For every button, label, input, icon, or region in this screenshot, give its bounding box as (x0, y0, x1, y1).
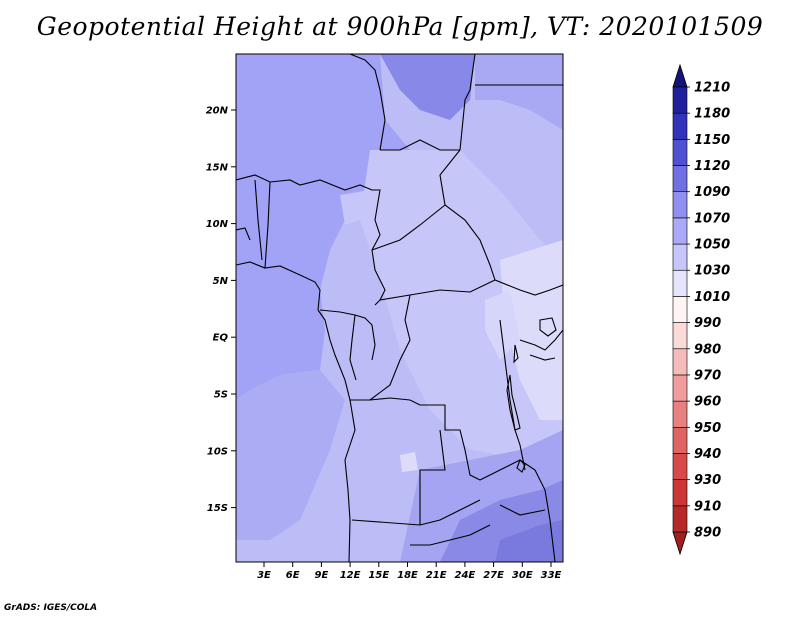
colorbar-label: 960 (694, 395, 721, 410)
grads-credit: GrADS: IGES/COLA (4, 603, 98, 613)
lon-label: 15E (368, 570, 389, 581)
colorbar-label: 1150 (694, 133, 730, 148)
colorbar-box (672, 112, 688, 140)
field-west-high (236, 54, 410, 400)
colorbar-box (672, 426, 688, 454)
colorbar-box (672, 243, 688, 271)
colorbar-label: 930 (694, 473, 721, 488)
colorbar-label: 1010 (694, 290, 730, 305)
lon-label: 12E (340, 570, 361, 581)
colorbar-box (672, 400, 688, 428)
colorbar-label: 1030 (694, 264, 730, 279)
lon-label: 18E (397, 570, 418, 581)
colorbar-box (672, 165, 688, 193)
colorbar-box (672, 139, 688, 166)
lakes (506, 317, 557, 473)
colorbar-box (672, 505, 688, 533)
colorbar-box (672, 348, 688, 376)
field-north-peak (380, 54, 475, 120)
colorbar-label: 1180 (694, 107, 730, 122)
colorbar-label: 940 (694, 447, 721, 462)
colorbar-label: 910 (694, 499, 721, 514)
lat-label: 5N (213, 276, 229, 287)
colorbar-label: 1090 (694, 185, 730, 200)
colorbar-label: 890 (694, 526, 721, 541)
colorbar-box (672, 296, 688, 323)
colorbar-box (672, 453, 688, 480)
colorbar-label: 1050 (694, 238, 730, 253)
field-ocean-south (236, 370, 345, 540)
lon-label: 6E (286, 570, 300, 581)
lon-label: 3E (257, 570, 271, 581)
field-southeast-peak (495, 520, 563, 562)
field-east-low (500, 240, 563, 420)
colorbar-label: 1210 (694, 81, 730, 96)
colorbar-box (672, 86, 688, 114)
colorbar-box (672, 191, 688, 219)
colorbar-box (672, 479, 688, 507)
colorbar-arrow-low (672, 531, 688, 556)
field-east-low2 (485, 290, 520, 360)
map-plot-area (236, 54, 563, 562)
field-patch (400, 452, 418, 472)
colorbar: 890 910 930 940 950 960 970 980 990 1010 1030 1050 1… (672, 63, 730, 556)
lon-label: 33E (541, 570, 562, 581)
longitude-axis: 3E 6E 9E 12E 15E 18E 21E 24E 27E 30E 33E (257, 562, 562, 581)
colorbar-box (672, 217, 688, 245)
map-title: Geopotential Height at 900hPa [gpm], VT:… (36, 12, 764, 41)
field-central (360, 150, 563, 460)
lat-label: 15N (206, 162, 229, 173)
colorbar-label: 950 (694, 421, 721, 436)
colorbar-box (672, 322, 688, 350)
lat-label: 15S (207, 503, 228, 514)
lat-label: 20N (206, 106, 229, 117)
lat-label: EQ (213, 333, 229, 344)
colorbar-label: 1070 (694, 211, 730, 226)
lat-label: 10S (207, 446, 228, 457)
colorbar-label: 970 (694, 368, 721, 383)
lon-label: 21E (426, 570, 447, 581)
lon-label: 30E (512, 570, 533, 581)
colorbar-label: 990 (694, 316, 721, 331)
field-patch2 (340, 190, 375, 225)
colorbar-box (672, 374, 688, 402)
lon-label: 9E (315, 570, 329, 581)
latitude-axis: 20N 15N 10N 5N EQ 5S 10S 15S (206, 106, 236, 514)
lat-label: 5S (214, 390, 228, 401)
colorbar-label: 1120 (694, 159, 730, 174)
colorbar-label: 980 (694, 342, 721, 357)
colorbar-arrow-high (672, 63, 688, 88)
field-north-mid (475, 54, 563, 130)
lat-label: 10N (206, 219, 229, 230)
colorbar-box (672, 269, 688, 297)
lon-label: 24E (455, 570, 476, 581)
country-boundaries (236, 54, 563, 562)
lon-label: 27E (483, 570, 504, 581)
map-frame (235, 53, 564, 563)
